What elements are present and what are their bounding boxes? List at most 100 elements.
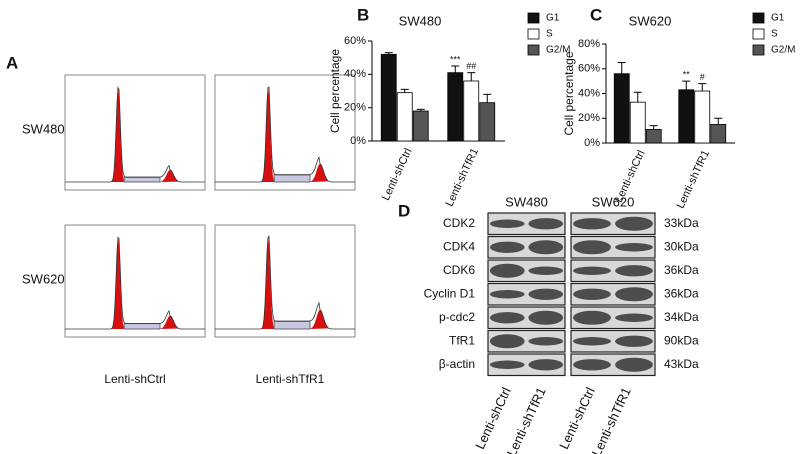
error-bar: [633, 91, 642, 103]
blot-band: [528, 240, 564, 255]
blot-band: [489, 241, 525, 253]
error-bar: [400, 88, 409, 93]
blot-band: [615, 357, 653, 372]
legend-swatch: [752, 28, 765, 40]
histogram-line: [215, 235, 355, 330]
legend-label: G1: [771, 13, 785, 24]
bar: [463, 80, 480, 142]
blot-band: [573, 266, 611, 275]
protein-label: p-cdc2: [439, 310, 475, 324]
bar: [678, 89, 695, 144]
bar: [645, 128, 662, 144]
protein-label: CDK6: [443, 263, 475, 277]
protein-label: CDK4: [443, 239, 475, 253]
panel-label: A: [6, 53, 18, 72]
s-phase: [273, 320, 311, 330]
protein-label: β-actin: [439, 357, 475, 371]
blot-band: [573, 310, 611, 325]
bar: [629, 101, 646, 144]
legend-label: G2/M: [546, 45, 570, 56]
error-bar: [698, 83, 707, 92]
lane-label: Lenti-shCtrl: [472, 385, 514, 452]
bar: [380, 53, 397, 142]
blot-band: [615, 335, 653, 347]
protein-label: CDK2: [443, 216, 475, 230]
bar: [412, 110, 429, 142]
blot-band: [615, 265, 653, 277]
blot-band: [573, 337, 611, 346]
panel-label: B: [357, 5, 369, 24]
group-label: SW480: [505, 194, 548, 209]
blot-band: [489, 290, 525, 299]
legend-swatch: [527, 28, 540, 40]
bar: [694, 90, 711, 144]
legend-label: G1: [546, 13, 560, 24]
chart-title: SW620: [629, 13, 672, 28]
chart-title: SW480: [399, 13, 442, 28]
significance-label: ##: [466, 61, 476, 71]
blot-band: [528, 337, 564, 346]
error-bar: [682, 80, 691, 90]
error-bar: [649, 125, 658, 130]
column-label: Lenti-shCtrl: [104, 372, 165, 386]
legend-swatch: [527, 12, 540, 24]
y-axis-label: Cell percentage: [328, 49, 342, 133]
blot-band: [528, 218, 564, 230]
g2-peak: [310, 309, 329, 329]
size-label: 33kDa: [664, 216, 699, 230]
y-tick-label: 20%: [344, 102, 366, 114]
y-tick-label: 80%: [578, 38, 600, 50]
bar: [447, 72, 464, 142]
blot-band: [573, 359, 611, 371]
significance-label: #: [700, 72, 705, 82]
blot-band: [615, 287, 653, 302]
blot-band: [573, 240, 611, 255]
legend-swatch: [752, 12, 765, 24]
legend-swatch: [527, 44, 540, 56]
s-phase: [123, 176, 161, 183]
g1-peak: [260, 87, 276, 182]
size-label: 36kDa: [664, 263, 699, 277]
blot-band: [615, 216, 653, 231]
blot-band: [615, 313, 653, 322]
blot-band: [573, 288, 611, 300]
blot-band: [489, 219, 525, 228]
legend-label: S: [771, 29, 778, 40]
blot-band: [528, 310, 564, 325]
s-phase: [273, 174, 311, 183]
error-bar: [483, 93, 492, 103]
legend-label: G2/M: [771, 45, 795, 56]
histogram-line: [65, 85, 205, 183]
protein-label: Cyclin D1: [424, 286, 476, 300]
blot-band: [489, 334, 525, 349]
size-label: 34kDa: [664, 310, 699, 324]
error-bar: [714, 117, 723, 125]
panel-label: C: [590, 5, 602, 24]
error-bar: [451, 65, 460, 73]
size-label: 90kDa: [664, 333, 699, 347]
blot-band: [615, 243, 653, 252]
histogram-line: [215, 86, 355, 183]
size-label: 43kDa: [664, 357, 699, 371]
size-label: 30kDa: [664, 239, 699, 253]
histogram-frame: [214, 224, 356, 338]
x-tick-label: Lenti-shCtrl: [380, 146, 415, 202]
y-tick-label: 40%: [344, 68, 366, 80]
error-bar: [416, 108, 425, 111]
blot-band: [573, 218, 611, 230]
column-label: Lenti-shTfR1: [256, 372, 325, 386]
error-bar: [467, 72, 476, 81]
panel-label: D: [398, 201, 410, 220]
bar: [710, 124, 727, 144]
histogram-frame: [64, 74, 206, 191]
blot-band: [528, 288, 564, 300]
g1-peak: [260, 237, 276, 329]
blot-band: [489, 312, 525, 324]
x-tick-label: Lenti-shTfR1: [444, 146, 481, 208]
row-label: SW620: [22, 271, 65, 286]
lane-label: Lenti-shCtrl: [556, 385, 598, 452]
g2-peak: [310, 163, 329, 182]
legend-label: S: [546, 29, 553, 40]
significance-label: ***: [450, 54, 461, 64]
